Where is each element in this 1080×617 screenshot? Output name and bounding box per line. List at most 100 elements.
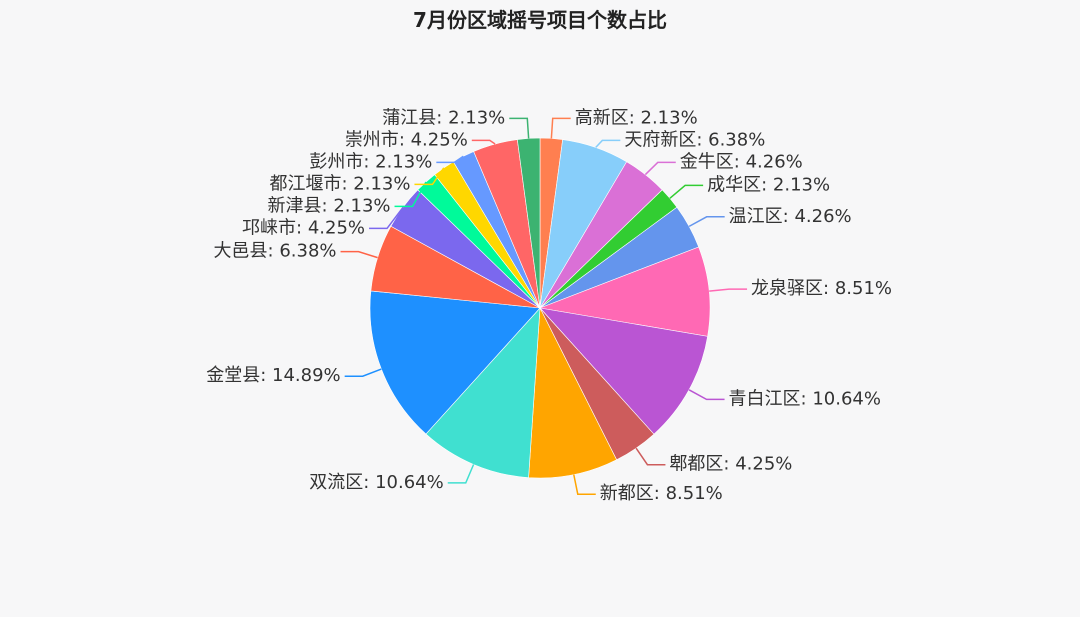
label-line [414, 167, 445, 186]
slice-label-value: 2.13% [375, 151, 432, 172]
slice-label-separator: : [654, 483, 666, 504]
pie-slice[interactable] [538, 246, 711, 337]
slice-label-value: 8.51% [666, 483, 723, 504]
slice-label-separator: : [341, 173, 353, 194]
slice-label-value: 2.13% [773, 174, 830, 195]
slice-label-name: 郫都区 [669, 454, 723, 475]
slice-label-name: 双流区 [309, 472, 363, 493]
slice-label-separator: : [696, 129, 708, 150]
slice-label-value: 2.13% [448, 107, 505, 128]
label-lines [340, 117, 748, 495]
slice-label: 新都区: 8.51% [600, 483, 723, 504]
slice-label-value: 6.38% [279, 241, 336, 262]
slice-label-name: 邛崃市 [242, 217, 296, 238]
slice-label-value: 6.38% [708, 129, 765, 150]
slice-label-separator: : [296, 217, 308, 238]
label-line [340, 250, 378, 259]
slice-label-separator: : [260, 365, 272, 386]
slice-label: 高新区: 2.13% [575, 107, 698, 128]
slice-label-value: 2.13% [333, 195, 390, 216]
slice-label-name: 彭州市 [309, 151, 363, 172]
slice-label-separator: : [761, 174, 773, 195]
slice-label: 青白江区: 10.64% [729, 388, 881, 409]
slice-label: 金牛区: 4.26% [680, 151, 803, 172]
slice-label: 龙泉驿区: 8.51% [751, 278, 892, 299]
slice-label-value: 4.26% [746, 151, 803, 172]
label-line [688, 389, 725, 401]
label-line [573, 474, 596, 495]
label-line [595, 139, 621, 148]
slice-labels: 高新区: 2.13%天府新区: 6.38%金牛区: 4.26%成华区: 2.13… [206, 107, 892, 504]
label-line [344, 368, 382, 377]
pie-slice[interactable] [528, 306, 618, 479]
label-line [669, 184, 704, 199]
slice-label: 成华区: 2.13% [707, 174, 830, 195]
slice-label-separator: : [783, 206, 795, 227]
slice-label-value: 4.25% [308, 217, 365, 238]
slice-label-value: 4.26% [794, 206, 851, 227]
label-line [436, 155, 464, 164]
slice-label-separator: : [268, 241, 280, 262]
slice-label-name: 龙泉驿区 [751, 278, 823, 299]
slice-label-name: 新都区 [600, 483, 654, 504]
label-line [447, 464, 475, 484]
slice-label: 邛崃市: 4.25% [242, 217, 365, 238]
slice-label-separator: : [801, 388, 813, 409]
label-line [550, 117, 571, 139]
slice-label: 金堂县: 14.89% [206, 365, 340, 386]
label-line [394, 181, 427, 208]
slice-label-name: 青白江区 [729, 388, 801, 409]
slice-label-name: 新津县 [268, 195, 322, 216]
slice-label-value: 10.64% [812, 388, 881, 409]
slice-label-separator: : [436, 107, 448, 128]
label-line [688, 216, 725, 228]
slice-label-name: 高新区 [575, 107, 629, 128]
slice-label-name: 都江堰市 [269, 173, 341, 194]
slice-label-separator: : [322, 195, 334, 216]
label-line [635, 447, 666, 466]
slice-label-value: 10.64% [375, 472, 444, 493]
chart-title: 7月份区域摇号项目个数占比 [413, 8, 667, 32]
slice-label-separator: : [723, 454, 735, 475]
slice-label-name: 大邑县 [214, 241, 268, 262]
slice-label-name: 成华区 [707, 174, 761, 195]
slice-label-value: 4.25% [411, 129, 468, 150]
slice-label-separator: : [629, 107, 641, 128]
slice-label-name: 天府新区 [624, 129, 696, 150]
slice-label-name: 金堂县 [206, 365, 260, 386]
label-line [644, 161, 676, 176]
slice-label-separator: : [363, 472, 375, 493]
slice-label: 都江堰市: 2.13% [269, 173, 410, 194]
slice-label-value: 4.25% [735, 454, 792, 475]
slice-label-separator: : [363, 151, 375, 172]
label-line [509, 117, 530, 139]
slice-label-name: 金牛区 [680, 151, 734, 172]
label-line [709, 288, 748, 292]
slice-label-value: 14.89% [272, 365, 341, 386]
slice-label-name: 蒲江县 [382, 107, 436, 128]
slice-label: 双流区: 10.64% [309, 472, 443, 493]
slice-label: 彭州市: 2.13% [309, 151, 432, 172]
slice-label-name: 温江区 [729, 206, 783, 227]
label-line [369, 206, 404, 230]
pie-slice[interactable] [425, 307, 541, 478]
slice-label: 天府新区: 6.38% [624, 129, 765, 150]
slice-label-value: 8.51% [835, 278, 892, 299]
slice-label-separator: : [734, 151, 746, 172]
slice-label: 崇州市: 4.25% [345, 129, 468, 150]
pie-slice[interactable] [539, 307, 708, 435]
slice-label: 温江区: 4.26% [729, 206, 852, 227]
pie-slice[interactable] [369, 290, 541, 435]
slice-label-value: 2.13% [641, 107, 698, 128]
slice-label: 蒲江县: 2.13% [382, 107, 505, 128]
slice-label-name: 崇州市 [345, 129, 399, 150]
pie-slices [369, 137, 711, 479]
slice-label: 大邑县: 6.38% [214, 241, 337, 262]
slice-label: 郫都区: 4.25% [669, 454, 792, 475]
slice-label-separator: : [399, 129, 411, 150]
slice-label-separator: : [823, 278, 835, 299]
slice-label: 新津县: 2.13% [268, 195, 391, 216]
label-line [471, 139, 496, 145]
slice-label-value: 2.13% [353, 173, 410, 194]
